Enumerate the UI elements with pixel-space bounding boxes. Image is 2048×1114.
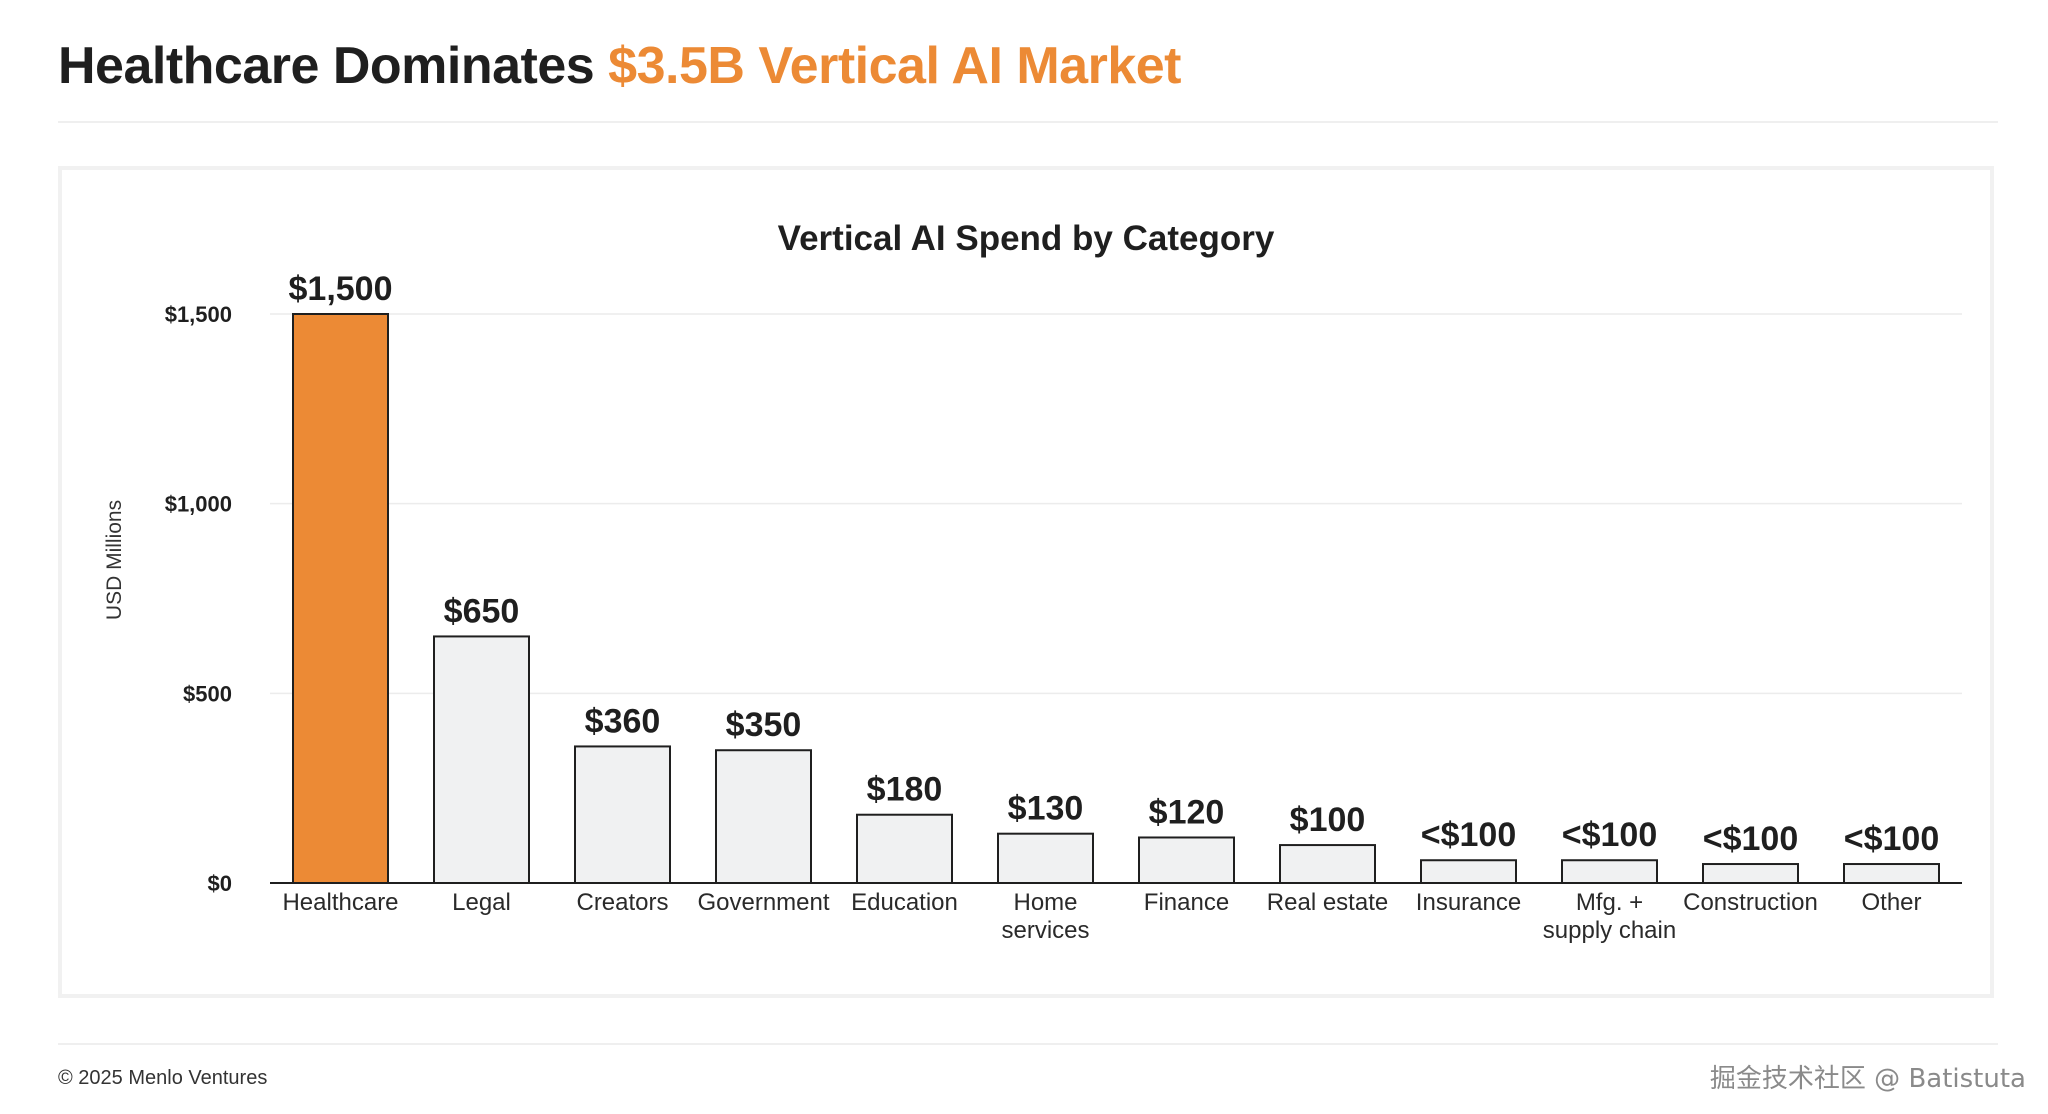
category-label-line: Real estate — [1267, 889, 1388, 916]
value-label-other: <$100 — [1844, 820, 1940, 858]
chart-title: Vertical AI Spend by Category — [778, 219, 1275, 258]
category-label-line: Finance — [1144, 889, 1229, 916]
bar-mfg-supply-chain — [1561, 859, 1658, 884]
bars — [292, 313, 1940, 884]
category-label-government: Government — [697, 889, 829, 916]
category-label-line: Construction — [1683, 889, 1818, 916]
bar-finance — [1138, 836, 1235, 884]
bar-education — [856, 813, 953, 884]
category-label-insurance: Insurance — [1416, 889, 1521, 916]
category-label-other: Other — [1861, 889, 1921, 916]
category-label-finance: Finance — [1144, 889, 1229, 916]
category-label-line: Home — [1013, 889, 1077, 916]
y-tick-label-0: $0 — [208, 871, 232, 896]
page-title-main: Healthcare Dominates — [58, 37, 609, 95]
footer-divider — [58, 1043, 1998, 1045]
value-labels: $1,500 $650 $360 $350 $180 $130 $120 $100 <$100 <… — [289, 270, 1940, 858]
value-label-legal: $650 — [444, 592, 520, 630]
category-label-legal: Legal — [452, 889, 511, 916]
page-title: Healthcare Dominates $3.5B Vertical AI M… — [58, 30, 1181, 102]
value-label-healthcare: $1,500 — [289, 270, 393, 308]
chart-card: Vertical AI Spend by Category $0 $500 $1,0… — [58, 166, 1994, 998]
y-tick-label-1000: $1,000 — [165, 492, 232, 517]
bar-home-services — [997, 832, 1094, 884]
value-label-insurance: <$100 — [1421, 816, 1517, 854]
category-label-line: Creators — [576, 889, 668, 916]
header-divider — [58, 121, 1998, 123]
category-label-line: Government — [697, 889, 829, 916]
category-label-line: Healthcare — [282, 889, 398, 916]
y-axis-ticks: $0 $500 $1,000 $1,500 — [165, 302, 232, 896]
category-label-line: supply chain — [1543, 917, 1676, 944]
gridlines — [270, 313, 1962, 695]
category-label-line: Insurance — [1416, 889, 1521, 916]
y-axis-label: USD Millions — [103, 500, 126, 620]
category-label-real-estate: Real estate — [1267, 889, 1388, 916]
page-title-accent: $3.5B Vertical AI Market — [608, 37, 1181, 95]
value-label-construction: <$100 — [1703, 820, 1799, 858]
category-label-education: Education — [851, 889, 958, 916]
bar-real-estate — [1279, 844, 1376, 884]
bar-insurance — [1420, 859, 1517, 884]
value-label-finance: $120 — [1149, 793, 1225, 831]
category-label-line: Other — [1861, 889, 1921, 916]
category-label-line: Education — [851, 889, 958, 916]
category-label-construction: Construction — [1683, 889, 1818, 916]
category-label-line: services — [1001, 917, 1089, 944]
bar-legal — [433, 635, 530, 884]
bar-construction — [1702, 863, 1799, 884]
category-label-line: Legal — [452, 889, 511, 916]
value-label-creators: $360 — [585, 702, 661, 740]
value-label-government: $350 — [726, 706, 802, 744]
bar-chart: Vertical AI Spend by Category $0 $500 $1,0… — [103, 219, 1962, 944]
copyright-text: © 2025 Menlo Ventures — [58, 1067, 268, 1089]
value-label-mfg-supply-chain: <$100 — [1562, 816, 1658, 854]
y-tick-label-500: $500 — [183, 681, 232, 706]
value-label-real-estate: $100 — [1290, 801, 1366, 839]
category-label-mfg-supply-chain: Mfg. + supply chain — [1543, 889, 1676, 944]
category-label-creators: Creators — [576, 889, 668, 916]
watermark-text: 掘金技术社区 @ Batistuta — [1709, 1064, 2026, 1094]
category-labels: Healthcare Legal Creators Government Educati… — [282, 889, 1921, 944]
bar-government — [715, 749, 812, 884]
value-label-home-services: $130 — [1008, 790, 1084, 828]
y-tick-label-1500: $1,500 — [165, 302, 232, 327]
category-label-home-services: Home services — [1001, 889, 1089, 944]
bar-healthcare — [292, 313, 389, 884]
category-label-healthcare: Healthcare — [282, 889, 398, 916]
bar-other — [1843, 863, 1940, 884]
category-label-line: Mfg. + — [1576, 889, 1643, 916]
bar-creators — [574, 745, 671, 884]
value-label-education: $180 — [867, 771, 943, 809]
